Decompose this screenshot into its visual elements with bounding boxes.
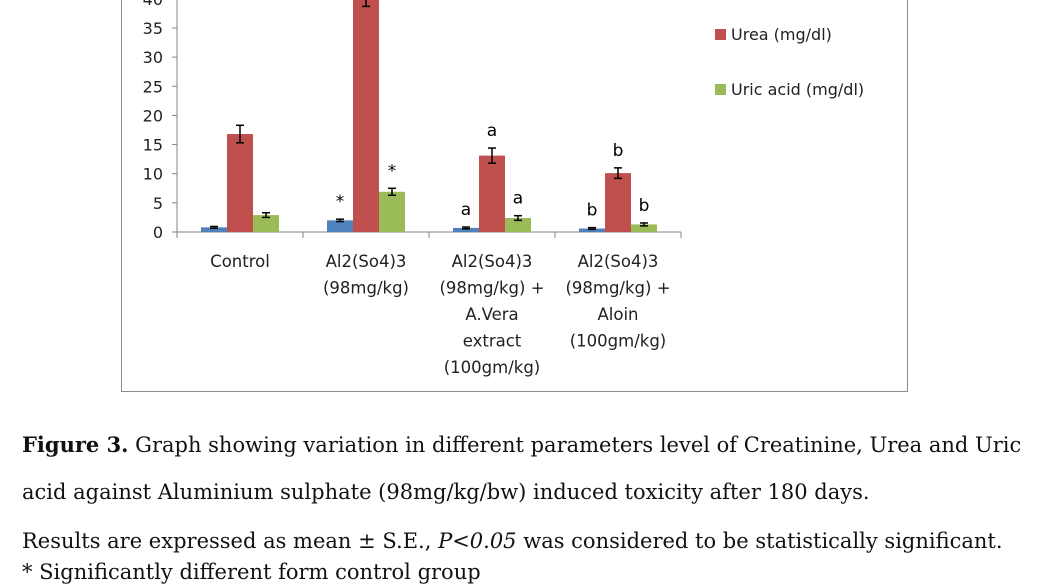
bar (579, 228, 605, 232)
x-category-label: (98mg/kg) + (439, 279, 544, 298)
x-category-label: Al2(So4)3 (326, 252, 407, 271)
bar (479, 155, 505, 232)
x-category-label: (98mg/kg) + (565, 279, 670, 298)
y-tick-label: 0 (153, 223, 163, 242)
significance-note: * Significantly different form control g… (22, 560, 481, 584)
bar (327, 220, 353, 232)
bar (631, 224, 657, 232)
bar (227, 134, 253, 232)
significance-label: a (461, 200, 471, 220)
x-category-label: Al2(So4)3 (578, 252, 659, 271)
bar (201, 227, 227, 232)
y-tick-label: 30 (143, 48, 163, 67)
y-tick-label: 10 (143, 165, 163, 184)
y-tick-label: 5 (153, 194, 163, 213)
p-value: P<0.05 (438, 529, 517, 553)
significance-label: b (639, 196, 650, 216)
significance-label: b (587, 201, 598, 221)
bar (253, 215, 279, 232)
bar (453, 227, 479, 232)
x-category-label: (100gm/kg) (570, 332, 667, 351)
x-category-label: Control (210, 252, 270, 271)
x-category-label: A.Vera (465, 305, 518, 324)
chart-frame: 0 5 10 15 20 25 30 35 40 Control Al2(So4)3 (98mg/kg… (121, 0, 908, 392)
significance-label: * (336, 192, 345, 212)
bar (605, 173, 631, 232)
bar-chart: 0 5 10 15 20 25 30 35 40 Control Al2(So4)3 (98mg/kg… (143, 0, 864, 377)
figure-label: Figure 3. (22, 432, 129, 457)
legend-label: Uric acid (mg/dl) (731, 80, 864, 99)
caption-text-1: Graph showing variation in different par… (128, 433, 1022, 457)
significance-label: b (613, 141, 624, 161)
results-note-pre: Results are expressed as mean ± S.E., (22, 529, 439, 553)
y-tick-label: 35 (143, 19, 163, 38)
x-category-label: Aloin (597, 305, 638, 324)
y-tick-label: 20 (143, 106, 163, 125)
legend-label: Urea (mg/dl) (731, 25, 832, 44)
y-tick-label: 40 (143, 0, 163, 9)
y-tick-label: 25 (143, 77, 163, 96)
significance-label: a (487, 121, 497, 141)
bar (353, 0, 379, 232)
y-tick-label: 15 (143, 136, 163, 155)
significance-label: a (513, 189, 523, 209)
figure-caption-line-2: acid against Aluminium sulphate (98mg/kg… (22, 480, 870, 504)
x-category-label: extract (463, 332, 522, 351)
legend-swatch (715, 29, 726, 40)
bar (379, 191, 405, 232)
legend-swatch (715, 84, 726, 95)
x-category-label: Al2(So4)3 (452, 252, 533, 271)
figure-caption-line-1: Figure 3. Graph showing variation in dif… (22, 432, 1032, 457)
significance-label: * (388, 161, 397, 181)
bar (505, 218, 531, 232)
results-note: Results are expressed as mean ± S.E., P<… (22, 529, 1032, 553)
results-note-post: was considered to be statistically signi… (516, 529, 1003, 553)
x-category-label: (98mg/kg) (323, 279, 409, 298)
x-category-label: (100gm/kg) (444, 358, 541, 377)
